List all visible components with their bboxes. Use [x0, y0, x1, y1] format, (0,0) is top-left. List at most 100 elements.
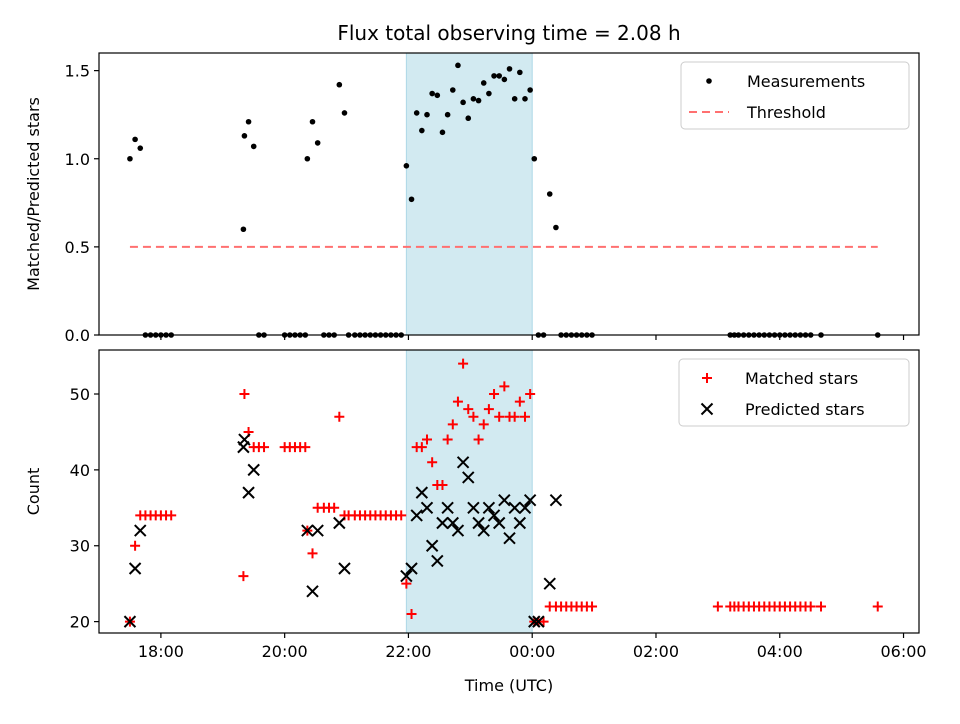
matched-point [416, 442, 427, 453]
matched-point [238, 571, 249, 582]
measurement-point [341, 110, 348, 116]
legend-label: Threshold [746, 103, 826, 122]
predicted-point [523, 494, 537, 507]
measurement-point [455, 62, 461, 69]
measurement-point [408, 196, 415, 203]
matched-point [396, 510, 407, 521]
predicted-point [467, 501, 480, 515]
legend-label: Measurements [747, 72, 865, 91]
predicted-point [415, 486, 429, 499]
measurement-point [501, 76, 508, 83]
predicted-point [306, 585, 319, 598]
predicted-point [549, 494, 563, 507]
predicted-point [441, 501, 454, 515]
legend-label: Predicted stars [745, 400, 865, 419]
x-tick-label: 00:00 [509, 642, 555, 661]
series-predicted-stars [123, 433, 563, 628]
matched-point [538, 616, 549, 627]
predicted-point [482, 501, 496, 515]
matched-point [494, 411, 505, 422]
y-tick-label: 1.0 [65, 150, 90, 169]
measurement-point [240, 226, 247, 233]
predicted-point [492, 516, 506, 530]
predicted-point [420, 501, 434, 515]
measurement-point [336, 81, 343, 88]
measurement-point [553, 224, 559, 231]
predicted-point [301, 524, 314, 537]
predicted-point [508, 501, 521, 515]
measurement-point [475, 97, 482, 104]
measurement-point [465, 115, 472, 122]
measurement-point [546, 191, 553, 197]
x-tick-label: 20:00 [262, 642, 308, 661]
matched-point [406, 609, 417, 620]
y-tick-label: 30 [70, 537, 90, 556]
predicted-point [518, 501, 532, 515]
measurement-point [137, 145, 144, 151]
matched-point [463, 404, 474, 415]
legend-marker-plus [702, 373, 712, 383]
predicted-point [532, 615, 545, 628]
legend: Matched stars Predicted stars [678, 358, 910, 427]
legend-marker-x [700, 402, 714, 416]
predicted-point [456, 456, 470, 469]
x-tick-label: 06:00 [880, 642, 926, 661]
predicted-point [400, 569, 413, 583]
matched-point [489, 389, 500, 400]
matched-point [259, 442, 270, 453]
matched-point [478, 419, 489, 430]
matched-point [509, 411, 520, 422]
predicted-point [425, 539, 439, 552]
matched-point [442, 434, 453, 445]
legend-marker-dot [706, 78, 712, 84]
matched-point [525, 389, 536, 400]
matched-point [519, 411, 530, 422]
measurement-point [522, 96, 528, 102]
plot-frame [98, 349, 920, 634]
matched-point [334, 411, 345, 422]
predicted-point [431, 554, 444, 568]
measurement-point [424, 111, 430, 118]
matched-point [437, 480, 448, 491]
y-tick-label: 0.5 [65, 238, 90, 257]
predicted-point [128, 562, 142, 575]
measurement-point [132, 136, 138, 143]
measurement-point [434, 92, 441, 99]
measurement-point [241, 133, 248, 139]
series-matched-stars [124, 358, 883, 627]
measurement-point [491, 73, 497, 79]
measurement-point [413, 110, 420, 116]
x-axis-label: Time (UTC) [464, 676, 553, 695]
predicted-point [498, 494, 511, 507]
panel-ratio: 0.0 0.5 1.0 1.5 Matched/Predicted stars Measu… [24, 52, 920, 345]
predicted-point [477, 524, 490, 537]
measurement-point [245, 118, 252, 125]
measurement-point [419, 127, 425, 134]
measurement-point [486, 90, 492, 97]
highlight-span [405, 52, 533, 336]
y-tick-label: 50 [70, 385, 90, 404]
legend-box [678, 358, 910, 427]
predicted-point [338, 562, 351, 575]
measurement-point [480, 80, 487, 86]
y-axis-label: Matched/Predicted stars [24, 97, 43, 291]
highlight-span [405, 349, 533, 634]
predicted-point [462, 471, 475, 484]
y-tick-label: 1.5 [65, 62, 90, 81]
legend-label: Matched stars [745, 369, 858, 388]
panel-counts: 20 30 40 50 18:00 20:00 22:00 00:00 02:00 04:00 06… [24, 349, 927, 695]
matched-point [422, 434, 432, 445]
matched-point [447, 419, 458, 430]
matched-point [427, 457, 438, 468]
measurement-point [511, 96, 518, 102]
predicted-point [247, 463, 260, 477]
plot-frame [98, 52, 920, 336]
x-tick-label: 02:00 [633, 642, 679, 661]
measurement-point [304, 155, 311, 162]
predicted-point [405, 562, 418, 575]
matched-point [514, 396, 525, 407]
matched-point [816, 601, 827, 612]
predicted-point [123, 615, 137, 628]
matched-point [300, 442, 311, 453]
predicted-point [487, 509, 501, 522]
